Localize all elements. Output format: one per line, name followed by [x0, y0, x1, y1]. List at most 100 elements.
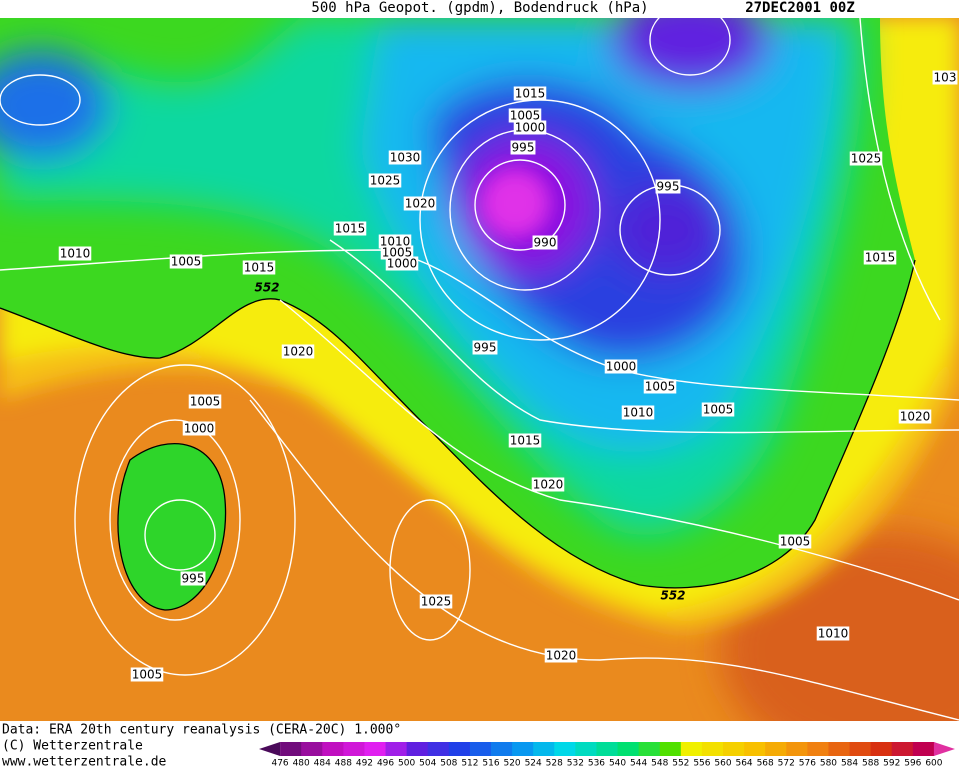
- colorbar-label: 576: [799, 759, 816, 769]
- colorbar-segment: [786, 742, 808, 756]
- url: www.wetterzentrale.de: [2, 755, 167, 770]
- colorbar-segment: [533, 742, 555, 756]
- isobar-label: 1025: [370, 174, 401, 188]
- contour-label: 552: [254, 281, 279, 295]
- isobar-label-bg: [863, 250, 897, 265]
- contour-label: 552: [660, 589, 685, 603]
- colorbar-label: 556: [693, 759, 710, 769]
- isobar-label: 1020: [533, 478, 564, 492]
- isobar-label-bg: [188, 394, 222, 409]
- isobar-label: 1020: [546, 649, 577, 663]
- isobar-label: 103: [934, 71, 957, 85]
- isobar-label: 1015: [510, 434, 541, 448]
- colorbar-label: 492: [356, 759, 373, 769]
- colorbar-segment: [870, 742, 893, 756]
- colorbar-segment: [765, 742, 787, 756]
- isobar-label-bg: [58, 246, 92, 261]
- isobar-label-bg: [655, 179, 681, 194]
- colorbar-label: 508: [440, 759, 457, 769]
- colorbar-segment: [933, 742, 955, 756]
- isobar-label-bg: [242, 260, 276, 275]
- colorbar-segment: [659, 742, 682, 756]
- isobar-label: 1000: [606, 360, 637, 374]
- colorbar-segment: [280, 742, 302, 756]
- colorbar-segment: [469, 742, 492, 756]
- isobar-label: 1010: [60, 247, 91, 261]
- colorbar-label: 592: [883, 759, 900, 769]
- isobar-label-bg: [403, 196, 437, 211]
- colorbar-label: 564: [735, 759, 752, 769]
- isobar-label: 1005: [780, 535, 811, 549]
- colorbar-segment: [701, 742, 724, 756]
- isobar-label: 995: [474, 341, 497, 355]
- colorbar-segment: [512, 742, 534, 756]
- colorbar-label: 520: [503, 759, 520, 769]
- colorbar-segment: [406, 742, 429, 756]
- colorbar-label: 528: [546, 759, 563, 769]
- colorbar-segment: [322, 742, 344, 756]
- isobar-label-bg: [701, 402, 735, 417]
- colorbar-label: 476: [271, 759, 288, 769]
- isobar-label-bg: [182, 421, 216, 436]
- isobars: [0, 18, 959, 721]
- colorbar-label: 552: [672, 759, 689, 769]
- isobar-label: 1030: [390, 151, 421, 165]
- isobar-label-bg: [180, 571, 206, 586]
- isobar-label-bg: [333, 221, 367, 236]
- isobar-label: 1025: [421, 595, 452, 609]
- isobar-label-bg: [388, 150, 422, 165]
- isobar-label-bg: [508, 108, 542, 123]
- isobar-label: 1015: [335, 222, 366, 236]
- colorbar-segment: [554, 742, 576, 756]
- colorbar-label: 596: [904, 759, 921, 769]
- isobar-label: 1025: [851, 152, 882, 166]
- colorbar-label: 536: [588, 759, 605, 769]
- isobar-label: 1005: [382, 246, 413, 260]
- colorbar-segment: [617, 742, 640, 756]
- isobar-label: 1000: [387, 257, 418, 271]
- isobar-label-bg: [604, 359, 638, 374]
- colorbar-segment: [744, 742, 766, 756]
- isobar-label-bg: [643, 379, 677, 394]
- colorbar-label: 504: [419, 759, 436, 769]
- isobar-label-bg: [531, 477, 565, 492]
- isobar-label: 1015: [244, 261, 275, 275]
- isobar-label-bg: [508, 433, 542, 448]
- isobar-label: 1005: [703, 403, 734, 417]
- colorbar-label: 512: [461, 759, 478, 769]
- isobar-label-bg: [472, 340, 498, 355]
- colorbar-segment: [301, 742, 323, 756]
- colorbar-label: 588: [862, 759, 879, 769]
- colorbar-segment: [680, 742, 703, 756]
- isobar-label-bg: [778, 534, 812, 549]
- isobar-label-bg: [898, 409, 932, 424]
- isobar-label-bg: [378, 234, 412, 249]
- colorbar-segment: [364, 742, 387, 756]
- isobar-label: 1020: [405, 197, 436, 211]
- isobar-label: 1015: [865, 251, 896, 265]
- isobar-label-bg: [380, 245, 414, 260]
- colorbar-segment: [575, 742, 597, 756]
- colorbar-segment: [259, 742, 281, 756]
- isobar-label: 995: [512, 141, 535, 155]
- colorbar-segment: [448, 742, 471, 756]
- colorbar-label: 568: [757, 759, 774, 769]
- isobar-label: 1005: [190, 395, 221, 409]
- isobar-label: 1010: [380, 235, 411, 249]
- colorbar: 476 480 484 488 492 496 500 504 508 512 516 520 524 5…: [259, 742, 955, 769]
- copyright: (C) Wetterzentrale: [2, 739, 143, 754]
- isobar-label-bg: [513, 86, 547, 101]
- colorbar-label: 548: [651, 759, 668, 769]
- colorbar-segment: [343, 742, 365, 756]
- isobar-label-bg: [816, 626, 850, 641]
- isobar-label-bg: [169, 254, 203, 269]
- date: 27DEC2001 00Z: [745, 0, 855, 16]
- isobar-label: 1005: [171, 255, 202, 269]
- colorbar-label: 540: [609, 759, 626, 769]
- isobar-label-bg: [849, 151, 883, 166]
- colorbar-label: 580: [820, 759, 837, 769]
- isobar-label: 1020: [900, 410, 931, 424]
- isobar-label-bg: [419, 594, 453, 609]
